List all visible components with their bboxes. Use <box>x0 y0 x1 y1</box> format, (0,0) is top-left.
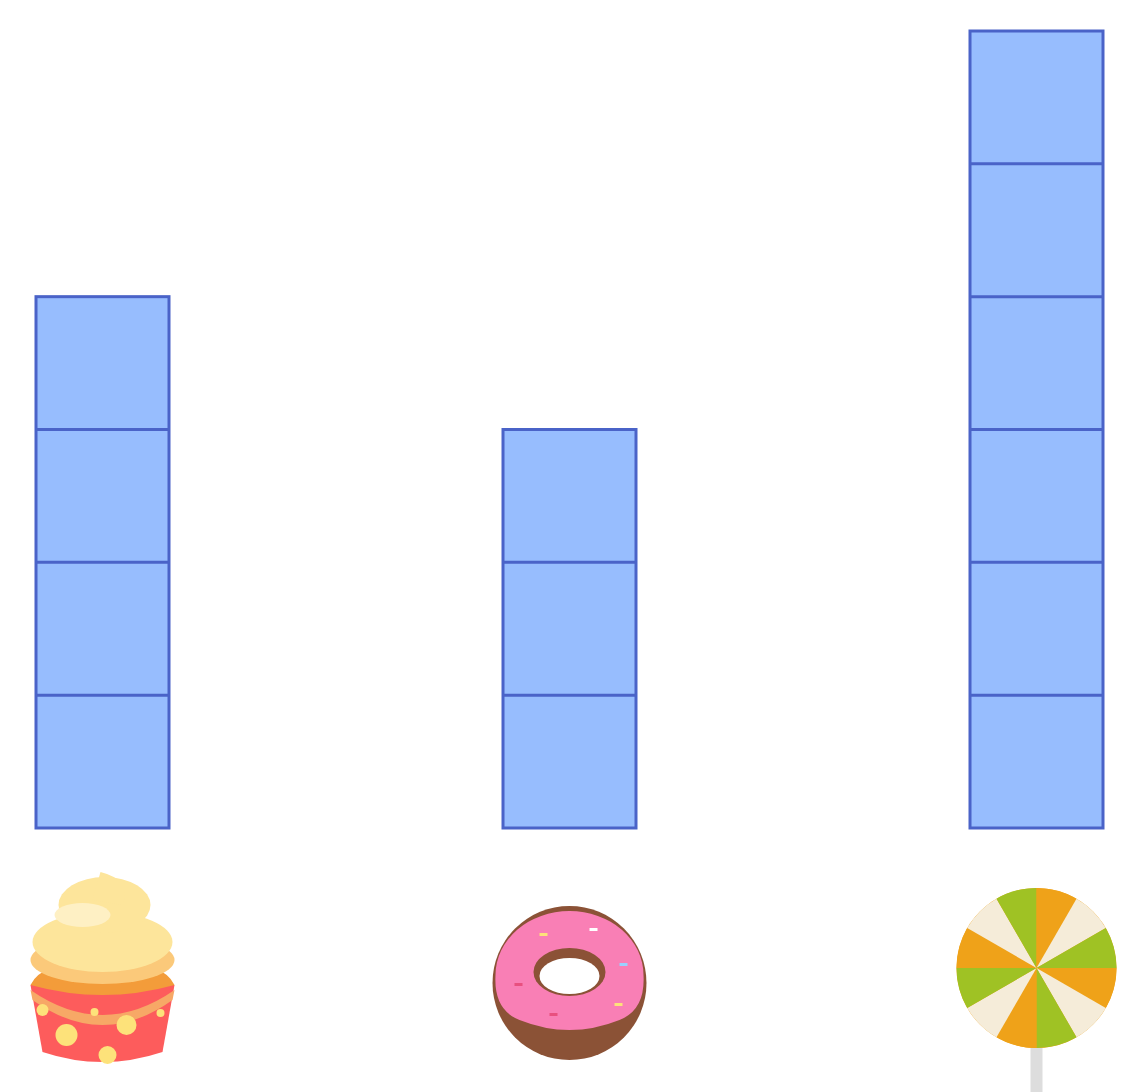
chart <box>0 0 1134 1092</box>
cupcake-dot <box>117 1015 137 1035</box>
donut-hole <box>540 958 600 994</box>
donut-sprinkle <box>540 933 548 936</box>
donut-sprinkle <box>550 1013 558 1016</box>
unit-divider <box>36 428 169 431</box>
lollipop-swirl <box>1037 928 1117 968</box>
unit-divider <box>970 295 1103 298</box>
category-icon <box>957 888 1117 1092</box>
lollipop-base <box>957 888 1117 1048</box>
bar <box>503 430 636 829</box>
category-icon <box>31 872 175 1064</box>
lollipop-swirl <box>997 888 1037 968</box>
cupcake-dot <box>91 1008 99 1016</box>
donut-dough <box>493 906 647 1060</box>
cupcake-dot <box>157 1009 165 1017</box>
bar <box>970 31 1103 828</box>
donut-hole-rim <box>534 948 606 996</box>
donut-sprinkle <box>515 983 523 986</box>
unit-divider <box>970 162 1103 165</box>
lollipop-swirl <box>957 968 1037 1008</box>
unit-divider <box>970 428 1103 431</box>
donut-sprinkle <box>615 1003 623 1006</box>
chart-root <box>0 0 1134 1092</box>
donut-icing <box>495 911 643 1030</box>
cupcake-highlight <box>55 903 111 927</box>
unit-divider <box>36 561 169 564</box>
unit-divider <box>36 694 169 697</box>
unit-divider <box>970 561 1103 564</box>
unit-divider <box>970 694 1103 697</box>
cupcake-dot <box>37 1004 49 1016</box>
cupcake-dot <box>99 1046 117 1064</box>
unit-divider <box>503 561 636 564</box>
lollipop-swirl <box>1037 968 1077 1048</box>
cupcake-dot <box>56 1024 78 1046</box>
bar <box>36 297 169 828</box>
donut-sprinkle <box>590 928 598 931</box>
cupcake-tip <box>93 872 125 905</box>
icons <box>31 872 1117 1092</box>
cupcake-band <box>31 990 175 1025</box>
bars <box>36 31 1103 828</box>
category-icon <box>493 906 647 1060</box>
donut-sprinkle <box>620 963 628 966</box>
unit-divider <box>503 694 636 697</box>
